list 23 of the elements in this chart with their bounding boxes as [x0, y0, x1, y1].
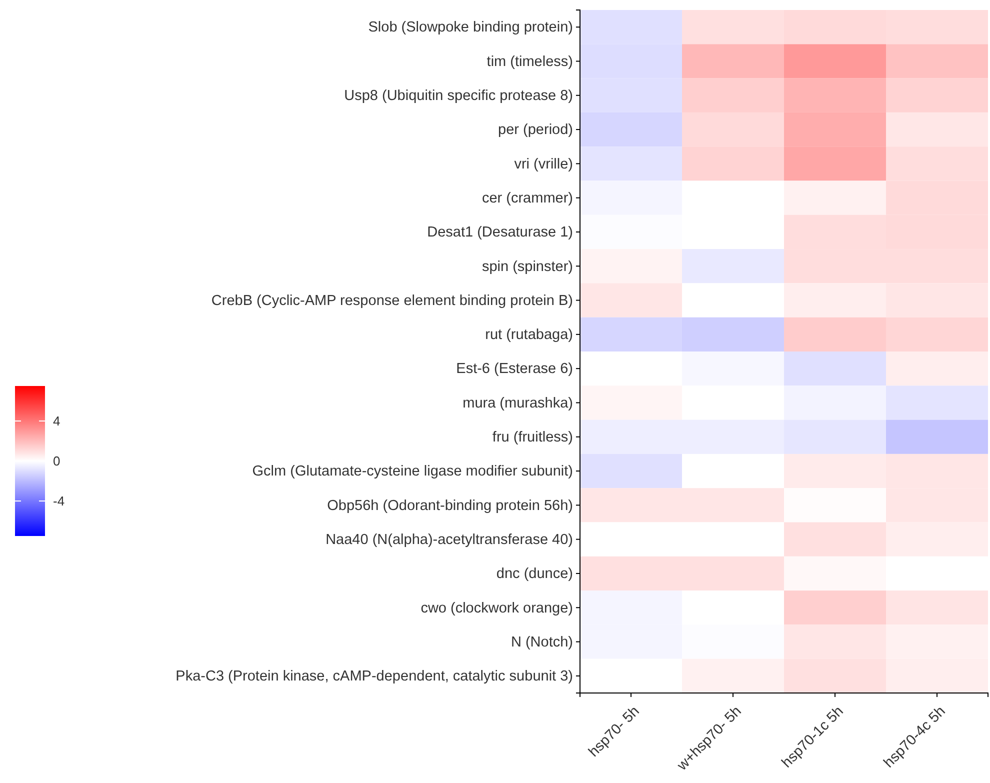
y-tick-label: N (Notch): [510, 634, 573, 650]
y-tick-label: Pka-C3 (Protein kinase, cAMP-dependent, catalytic subunit 3): [176, 668, 573, 685]
y-tick-label: mura (murashka): [462, 395, 573, 412]
y-tick-label: Naa40 (N(alpha)-acetyltransferase 40): [326, 532, 573, 548]
color-bar-label: 0: [53, 454, 60, 469]
color-bar-label: -4: [53, 494, 65, 509]
y-tick-label: rut (rutabaga): [485, 327, 573, 344]
y-tick-label: fru (fruitless): [492, 430, 573, 446]
y-tick-label: vri (vrille): [514, 156, 573, 172]
y-tick-label: Est-6 (Esterase 6): [456, 361, 573, 378]
y-tick-label: cwo (clockwork orange): [420, 600, 573, 616]
y-tick-label: Usp8 (Ubiquitin specific protease 8): [344, 88, 573, 104]
y-tick-label: cer (crammer): [482, 190, 573, 206]
y-tick-label: Desat1 (Desaturase 1): [427, 224, 573, 241]
y-tick-label: Gclm (Glutamate-cysteine ligase modifier subunit): [252, 464, 573, 480]
y-tick-label: CrebB (Cyclic-AMP response element binding protein B): [211, 292, 573, 309]
y-tick-label: spin (spinster): [482, 258, 573, 275]
y-tick-label: dnc (dunce): [496, 566, 573, 582]
y-tick-label: per (period): [498, 122, 573, 138]
color-bar-label: 4: [53, 414, 60, 429]
y-tick-label: Obp56h (Odorant-binding protein 56h): [327, 498, 573, 514]
y-tick-label: Slob (Slowpoke binding protein): [368, 20, 573, 36]
y-tick-label: tim (timeless): [486, 54, 573, 70]
